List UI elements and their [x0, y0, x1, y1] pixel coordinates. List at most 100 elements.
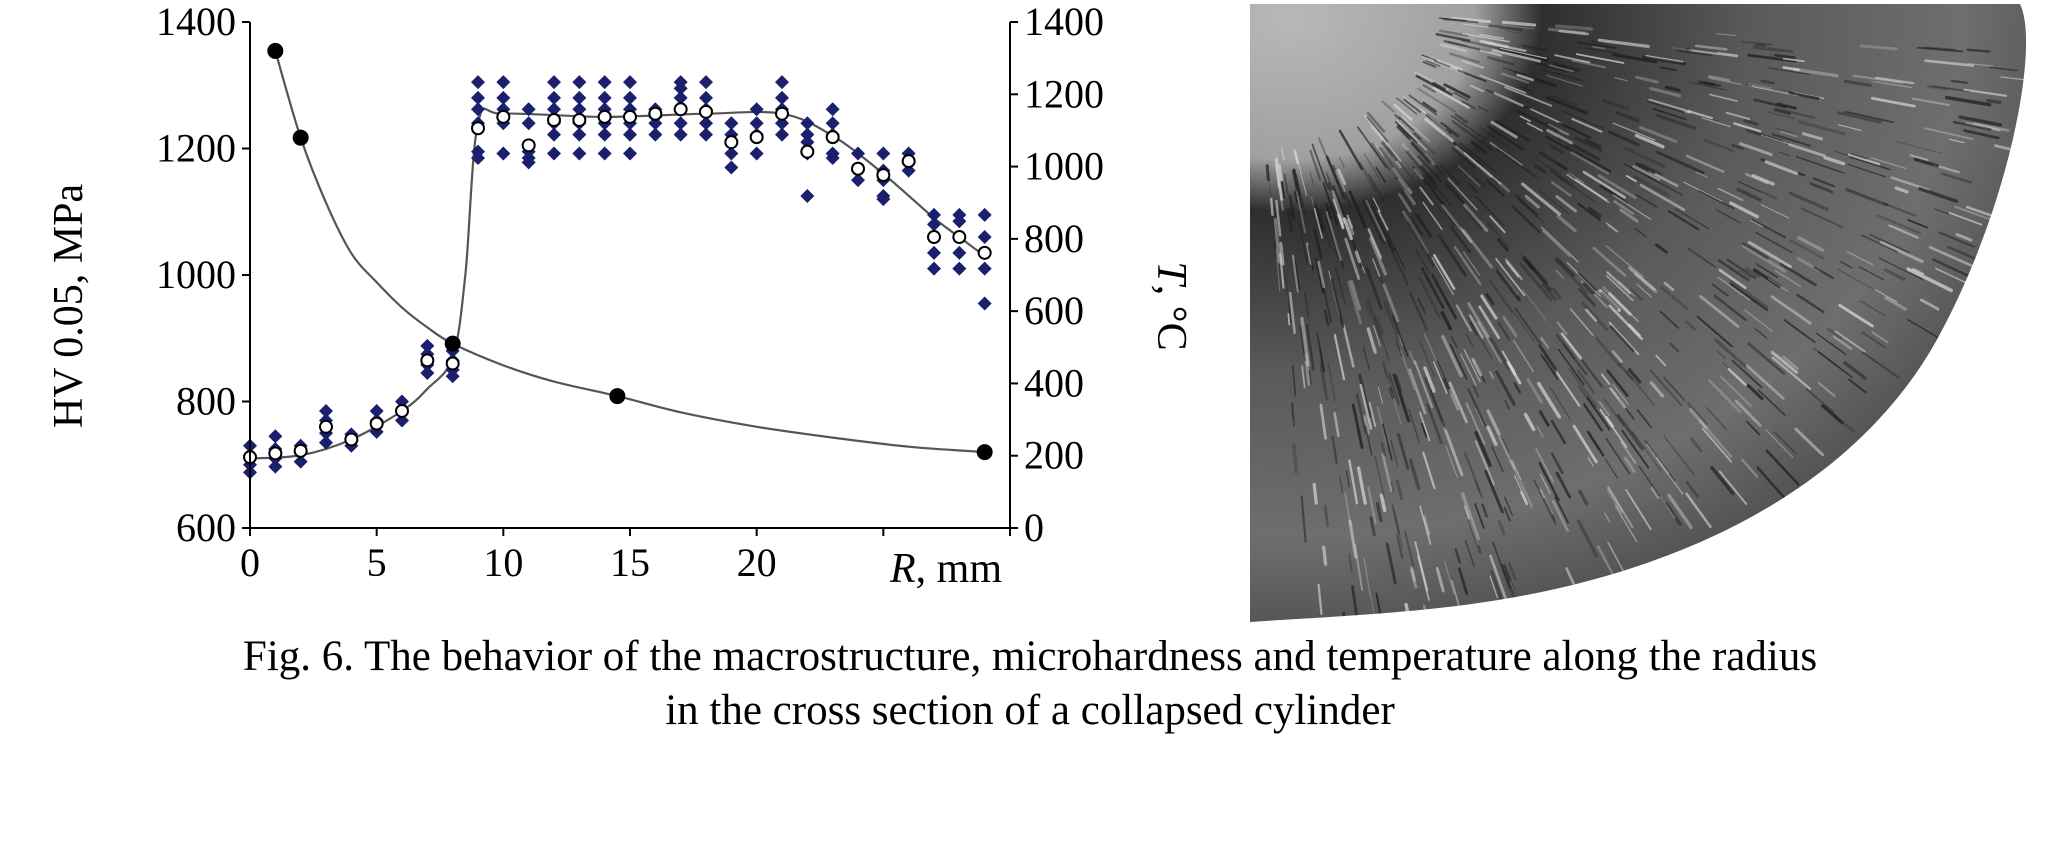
hardness-point [927, 261, 941, 276]
hardness-point [749, 146, 764, 161]
hardness-point [876, 192, 891, 207]
hardness-trend-line [249, 107, 986, 460]
hardness-mean-point [851, 161, 865, 176]
hardness-point [876, 146, 891, 161]
hardness-point [927, 245, 941, 260]
hardness-point [547, 75, 561, 90]
temperature-point [976, 444, 993, 461]
hardness-point [597, 146, 612, 161]
hardness-point [623, 127, 637, 142]
hardness-mean-point [775, 106, 789, 121]
y-right-tick-label: 400 [1024, 360, 1084, 405]
hardness-mean-point [876, 168, 891, 183]
y-left-tick-label: 1000 [156, 252, 236, 297]
x-tick-label: 0 [240, 540, 260, 585]
hardness-point [800, 188, 815, 203]
hardness-point [496, 90, 511, 105]
y-left-tick-label: 600 [176, 505, 236, 550]
axes: 6008001000120014000200400600800100012001… [156, 0, 1104, 585]
hardness-mean-point [927, 230, 941, 245]
y-right-axis-unit: , °C [1148, 285, 1194, 351]
hardness-point [572, 75, 587, 90]
hardness-mean-point [749, 130, 764, 145]
hardness-mean-point [648, 106, 663, 121]
hardness-point [268, 429, 283, 444]
figure-caption: Fig. 6. The behavior of the macrostructu… [0, 630, 2060, 738]
y-right-tick-label: 1000 [1024, 144, 1104, 189]
hardness-mean-point [699, 104, 713, 119]
hardness-mean-point [724, 135, 739, 150]
y-left-axis-title: HV 0.05, MPa [46, 184, 92, 429]
hardness-point [775, 90, 789, 105]
hardness-point [547, 146, 561, 161]
hardness-point [471, 90, 485, 105]
x-tick-label: 5 [367, 540, 387, 585]
hardness-point [471, 150, 485, 165]
hardness-point [597, 75, 612, 90]
y-right-tick-label: 200 [1024, 433, 1084, 478]
x-axis-unit: , mm [916, 546, 1003, 592]
hardness-point [673, 127, 688, 142]
plot-area [243, 42, 993, 480]
hardness-point [952, 214, 967, 229]
hardness-point [673, 81, 688, 96]
hardness-mean-point [293, 443, 308, 458]
x-axis-var: R [889, 546, 916, 592]
hardness-point [572, 90, 587, 105]
hardness-point [800, 127, 815, 142]
hardness-point [623, 75, 637, 90]
hardness-mean-point [496, 109, 511, 124]
hardness-mean-point [825, 130, 840, 145]
y-right-tick-label: 600 [1024, 288, 1084, 333]
hardness-point [648, 127, 663, 142]
hardness-point [699, 127, 713, 142]
hardness-point [851, 146, 865, 161]
hardness-point [977, 207, 992, 222]
hardness-point [445, 369, 460, 384]
hardness-point [319, 403, 333, 418]
hardness-mean-point [952, 230, 967, 245]
hardness-point [471, 102, 485, 117]
hardness-point [775, 127, 789, 142]
hardness-point [420, 338, 435, 353]
hardness-point [749, 116, 764, 131]
y-right-tick-label: 1400 [1024, 0, 1104, 44]
hardness-point [927, 207, 941, 222]
hardness-mean-point [547, 113, 561, 128]
hardness-point [825, 150, 840, 165]
hardness-point [521, 155, 536, 170]
hardness-point [572, 127, 587, 142]
hardness-point [699, 90, 713, 105]
hardness-mean-point [344, 432, 359, 447]
y-right-axis-var: T [1148, 261, 1194, 287]
hardness-point [724, 146, 739, 161]
hardness-point [800, 116, 815, 131]
hardness-mean-point [445, 356, 460, 371]
hardness-point [851, 173, 865, 188]
x-tick-label: 20 [737, 540, 777, 585]
y-right-tick-label: 0 [1024, 505, 1044, 550]
hardness-point [521, 102, 536, 117]
hardness-mean-point [623, 109, 637, 124]
temperature-point [609, 388, 626, 405]
temperature-curve-line [274, 50, 985, 454]
hardness-point [673, 90, 688, 105]
hardness-point [547, 127, 561, 142]
temperature-point [267, 42, 284, 59]
hardness-point [572, 146, 587, 161]
hardness-point [952, 245, 967, 260]
hardness-point [572, 102, 587, 117]
hardness-mean-point [521, 138, 536, 153]
hardness-mean-point [319, 419, 333, 434]
hardness-point [420, 366, 435, 381]
hardness-point [699, 116, 713, 131]
hardness-point [977, 261, 992, 276]
caption-line-1: Fig. 6. The behavior of the macrostructu… [242, 633, 1818, 680]
hardness-point [268, 459, 283, 474]
y-right-tick-label: 800 [1024, 216, 1084, 261]
x-axis-title: R, mm [889, 546, 1002, 592]
hardness-mean-point [977, 245, 992, 260]
hardness-point [623, 90, 637, 105]
hardness-point [597, 90, 612, 105]
temperature-point [444, 335, 461, 352]
